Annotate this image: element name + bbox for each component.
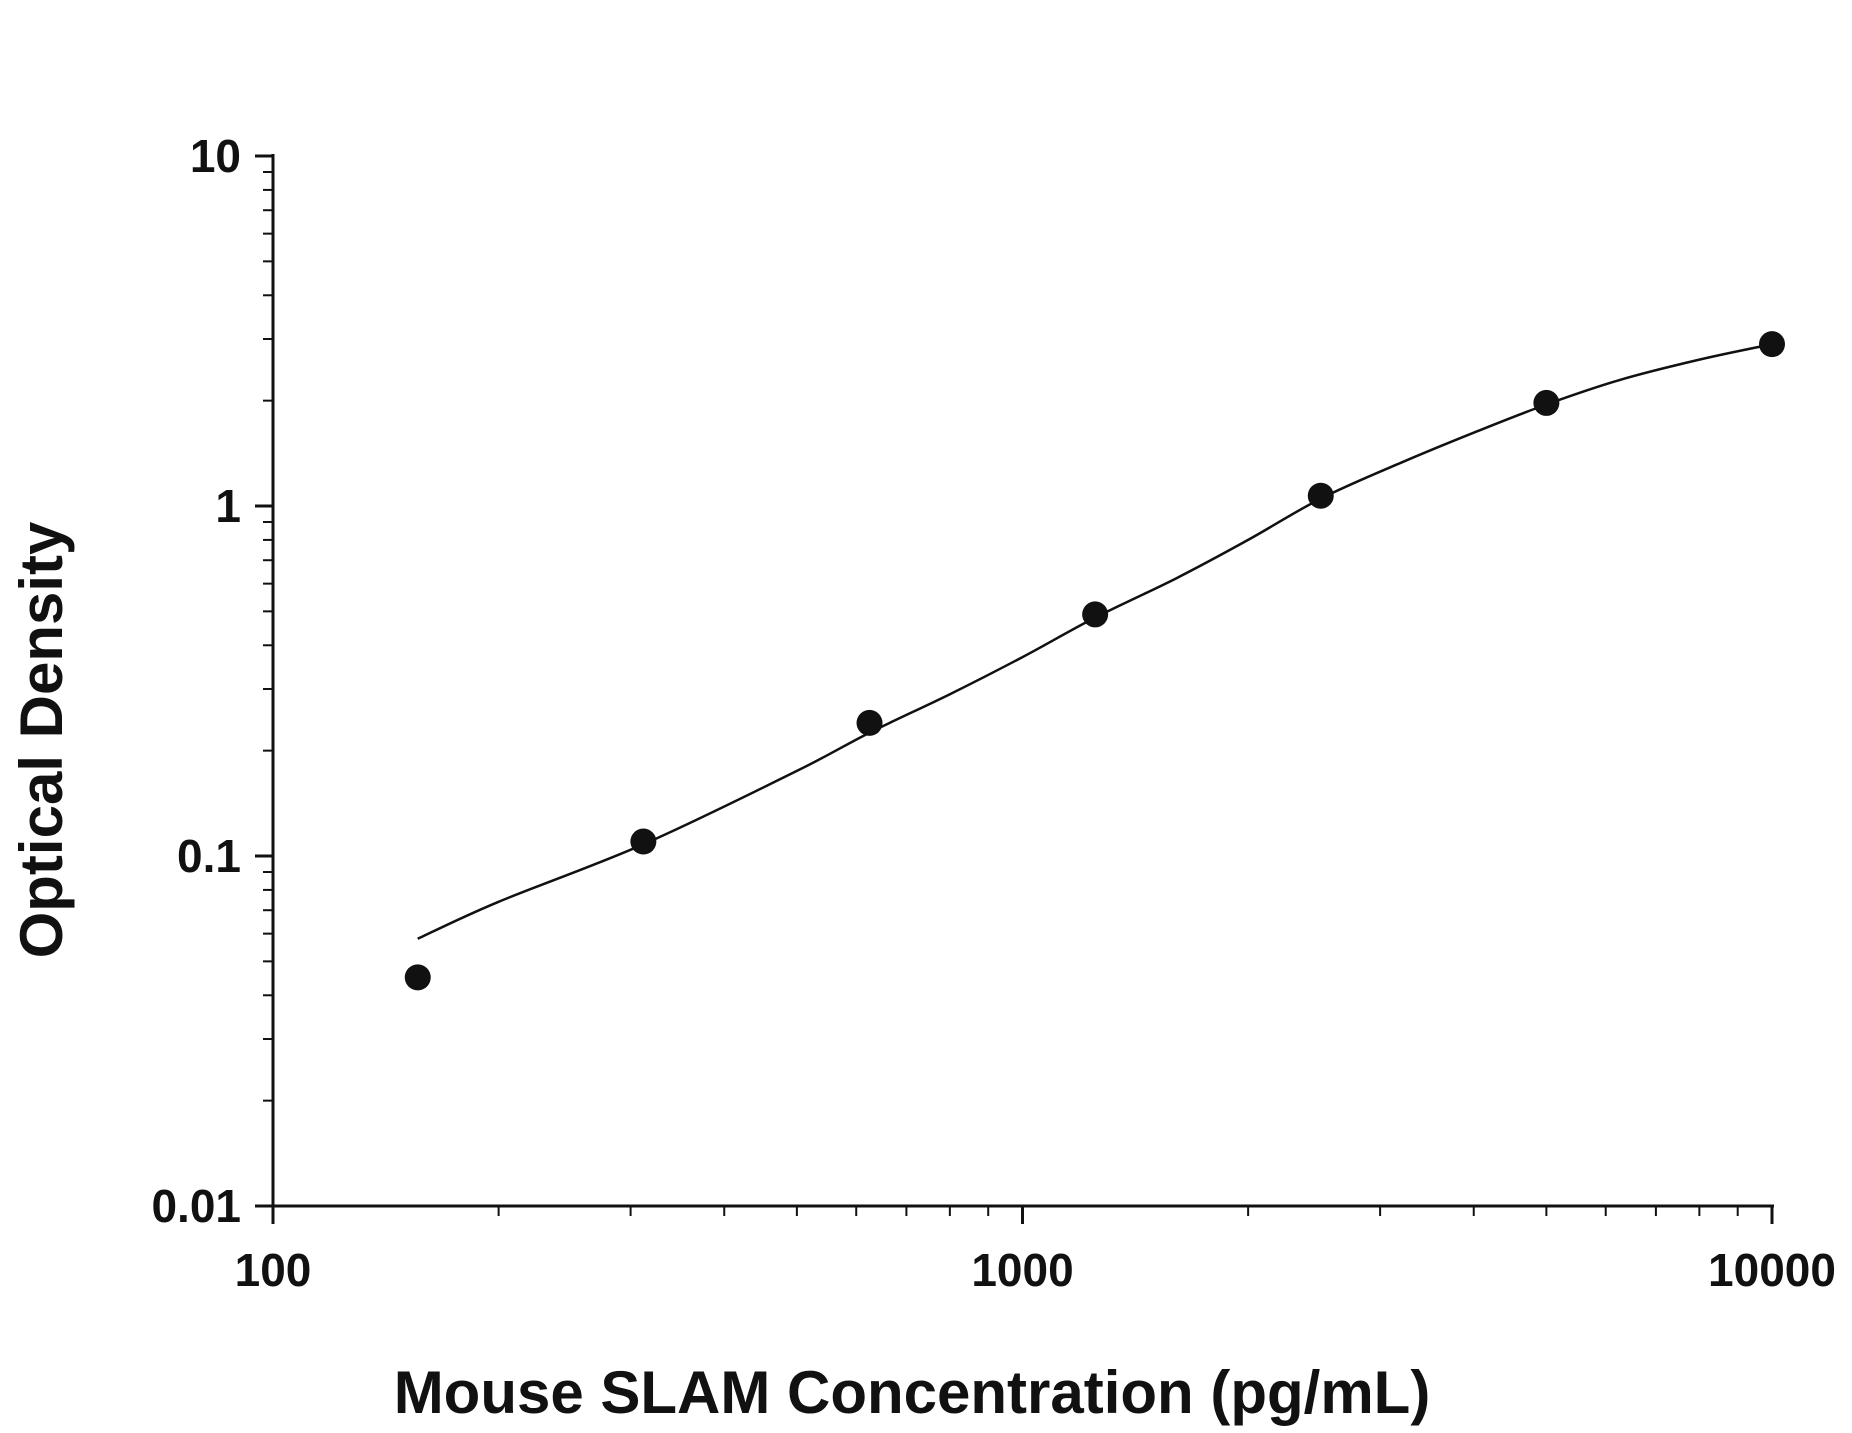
x-tick-label: 10000	[1708, 1244, 1836, 1296]
y-tick-label: 0.1	[177, 830, 241, 882]
data-point	[404, 964, 431, 991]
plot-area	[404, 331, 1785, 991]
y-tick-label: 10	[190, 130, 241, 182]
axes: 0.01 0.1 1 10 100 1000 10000	[151, 130, 1835, 1296]
data-point	[856, 709, 883, 736]
data-point	[1759, 331, 1785, 358]
fit-curve-line	[417, 342, 1773, 940]
x-tick-label: 100	[235, 1244, 312, 1296]
data-point	[630, 828, 657, 855]
data-point	[1533, 389, 1560, 416]
data-point	[1307, 482, 1334, 509]
y-tick-label: 0.01	[151, 1180, 241, 1232]
y-tick-label: 1	[215, 480, 241, 532]
data-point	[1082, 601, 1109, 628]
y-axis-title: Optical Density	[8, 521, 75, 958]
x-axis-title: Mouse SLAM Concentration (pg/mL)	[394, 1359, 1431, 1426]
x-tick-label: 1000	[971, 1244, 1073, 1296]
